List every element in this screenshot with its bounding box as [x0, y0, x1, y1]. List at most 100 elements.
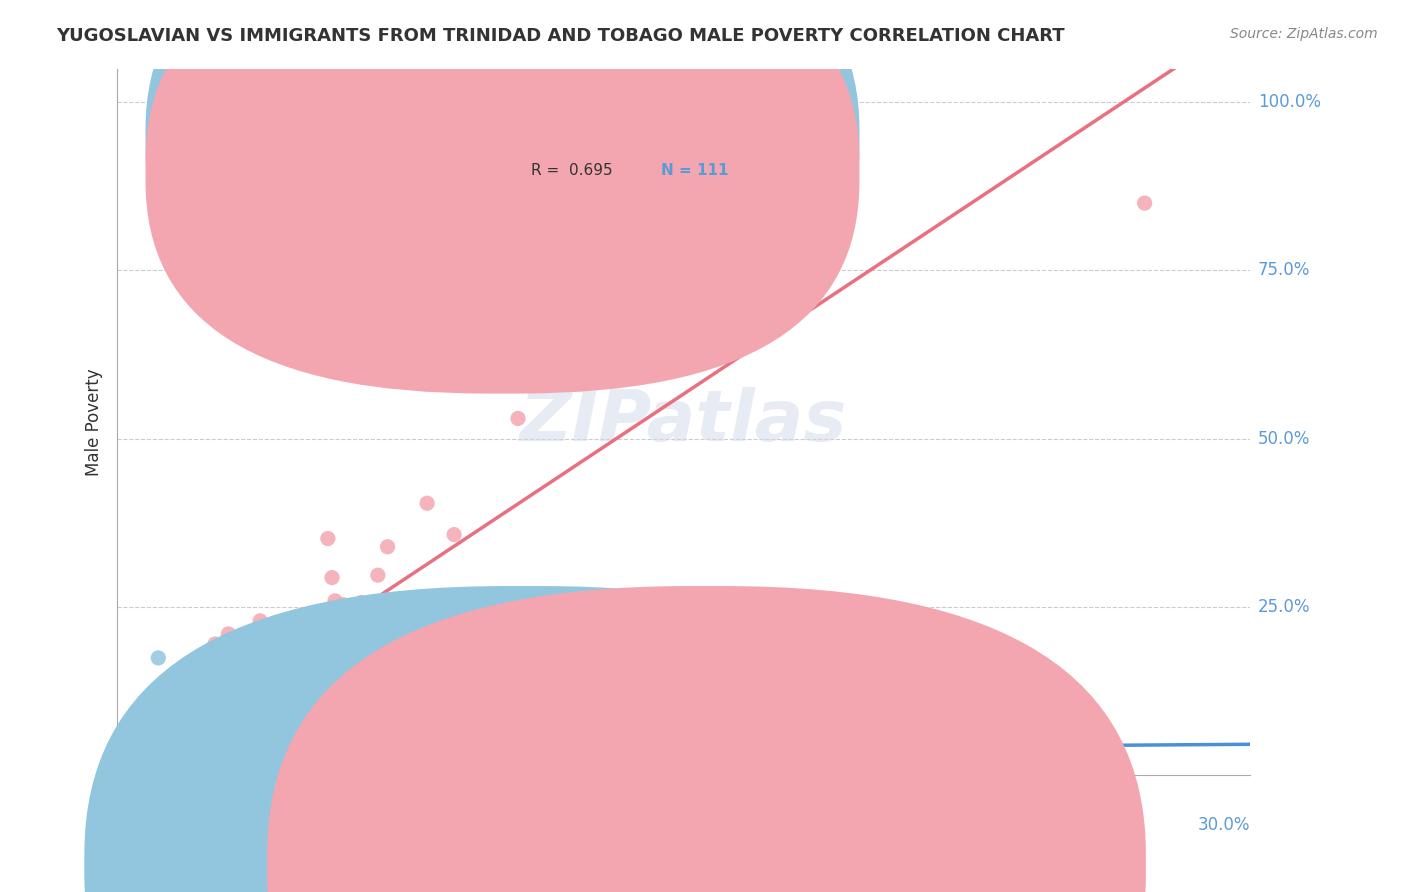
Immigrants from Trinidad and Tobago — [117, 768, 139, 782]
Immigrants from Trinidad and Tobago — [201, 683, 224, 698]
Immigrants from Trinidad and Tobago — [242, 669, 264, 683]
Yugoslavians — [195, 740, 218, 755]
Yugoslavians — [170, 762, 193, 776]
Immigrants from Trinidad and Tobago — [208, 655, 231, 669]
Yugoslavians — [208, 741, 231, 756]
Yugoslavians — [190, 767, 212, 781]
Immigrants from Trinidad and Tobago — [159, 748, 181, 763]
Immigrants from Trinidad and Tobago — [267, 657, 290, 671]
Text: Yugoslavians: Yugoslavians — [548, 857, 647, 871]
Immigrants from Trinidad and Tobago — [262, 698, 284, 713]
Immigrants from Trinidad and Tobago — [125, 768, 148, 782]
Immigrants from Trinidad and Tobago — [276, 634, 298, 648]
Yugoslavians — [125, 766, 148, 780]
Text: 25.0%: 25.0% — [1258, 598, 1310, 615]
Immigrants from Trinidad and Tobago — [138, 768, 160, 782]
Yugoslavians — [172, 729, 194, 743]
Yugoslavians — [236, 735, 259, 749]
Immigrants from Trinidad and Tobago — [121, 735, 143, 749]
Immigrants from Trinidad and Tobago — [149, 747, 172, 762]
Immigrants from Trinidad and Tobago — [107, 768, 129, 782]
Yugoslavians — [333, 756, 356, 770]
Immigrants from Trinidad and Tobago — [201, 710, 224, 724]
Immigrants from Trinidad and Tobago — [367, 568, 389, 582]
Yugoslavians — [280, 756, 302, 771]
Immigrants from Trinidad and Tobago — [145, 768, 167, 782]
Text: 100.0%: 100.0% — [1258, 93, 1322, 112]
Immigrants from Trinidad and Tobago — [122, 768, 145, 782]
Immigrants from Trinidad and Tobago — [157, 715, 180, 730]
Yugoslavians — [148, 764, 170, 779]
Yugoslavians — [139, 752, 162, 766]
Yugoslavians — [118, 764, 141, 778]
Immigrants from Trinidad and Tobago — [323, 594, 346, 608]
Yugoslavians — [503, 762, 526, 776]
Text: Source: ZipAtlas.com: Source: ZipAtlas.com — [1230, 27, 1378, 41]
Yugoslavians — [122, 734, 145, 748]
Immigrants from Trinidad and Tobago — [115, 768, 138, 782]
Y-axis label: Male Poverty: Male Poverty — [86, 368, 103, 475]
Immigrants from Trinidad and Tobago — [217, 656, 239, 670]
Yugoslavians — [148, 651, 170, 665]
Immigrants from Trinidad and Tobago — [107, 768, 129, 782]
Immigrants from Trinidad and Tobago — [134, 764, 156, 779]
Immigrants from Trinidad and Tobago — [136, 756, 159, 770]
Immigrants from Trinidad and Tobago — [125, 756, 148, 771]
Immigrants from Trinidad and Tobago — [443, 527, 465, 541]
Yugoslavians — [145, 732, 167, 747]
Immigrants from Trinidad and Tobago — [304, 670, 326, 684]
Yugoslavians — [294, 710, 316, 724]
Immigrants from Trinidad and Tobago — [205, 693, 228, 707]
Text: N = 53: N = 53 — [661, 132, 718, 146]
Immigrants from Trinidad and Tobago — [142, 768, 165, 782]
Immigrants from Trinidad and Tobago — [124, 720, 146, 734]
Yugoslavians — [110, 748, 132, 763]
FancyBboxPatch shape — [145, 0, 859, 393]
Immigrants from Trinidad and Tobago — [131, 756, 153, 770]
Yugoslavians — [308, 747, 330, 762]
Immigrants from Trinidad and Tobago — [321, 571, 343, 585]
Immigrants from Trinidad and Tobago — [145, 725, 167, 739]
Text: ZIPatlas: ZIPatlas — [520, 387, 848, 457]
Immigrants from Trinidad and Tobago — [332, 598, 354, 612]
Immigrants from Trinidad and Tobago — [172, 751, 194, 765]
Immigrants from Trinidad and Tobago — [156, 724, 179, 739]
Immigrants from Trinidad and Tobago — [1133, 196, 1156, 211]
Yugoslavians — [125, 762, 148, 776]
Immigrants from Trinidad and Tobago — [228, 706, 250, 721]
Immigrants from Trinidad and Tobago — [114, 756, 136, 770]
Yugoslavians — [502, 751, 524, 765]
Immigrants from Trinidad and Tobago — [350, 595, 373, 609]
Yugoslavians — [157, 728, 180, 742]
Immigrants from Trinidad and Tobago — [117, 751, 139, 765]
Yugoslavians — [114, 756, 136, 771]
Immigrants from Trinidad and Tobago — [201, 661, 224, 675]
Immigrants from Trinidad and Tobago — [204, 637, 226, 651]
Immigrants from Trinidad and Tobago — [129, 768, 152, 782]
Yugoslavians — [174, 765, 197, 780]
Immigrants from Trinidad and Tobago — [292, 610, 315, 624]
Immigrants from Trinidad and Tobago — [211, 693, 233, 707]
Yugoslavians — [188, 714, 211, 729]
Immigrants from Trinidad and Tobago — [319, 609, 342, 624]
Yugoslavians — [127, 757, 149, 772]
Immigrants from Trinidad and Tobago — [152, 726, 174, 740]
Immigrants from Trinidad and Tobago — [266, 663, 288, 677]
Immigrants from Trinidad and Tobago — [299, 632, 322, 647]
Immigrants from Trinidad and Tobago — [107, 768, 129, 782]
Immigrants from Trinidad and Tobago — [357, 616, 380, 631]
Immigrants from Trinidad and Tobago — [209, 664, 232, 678]
FancyBboxPatch shape — [145, 0, 859, 362]
Immigrants from Trinidad and Tobago — [115, 754, 138, 768]
Yugoslavians — [443, 735, 465, 749]
Text: N = 111: N = 111 — [661, 163, 728, 178]
Immigrants from Trinidad and Tobago — [174, 715, 197, 730]
Immigrants from Trinidad and Tobago — [132, 768, 155, 782]
Immigrants from Trinidad and Tobago — [416, 496, 439, 510]
Yugoslavians — [145, 767, 167, 781]
Immigrants from Trinidad and Tobago — [179, 724, 201, 739]
Immigrants from Trinidad and Tobago — [202, 707, 225, 722]
Immigrants from Trinidad and Tobago — [506, 411, 529, 425]
Immigrants from Trinidad and Tobago — [174, 712, 197, 726]
Yugoslavians — [212, 766, 235, 780]
